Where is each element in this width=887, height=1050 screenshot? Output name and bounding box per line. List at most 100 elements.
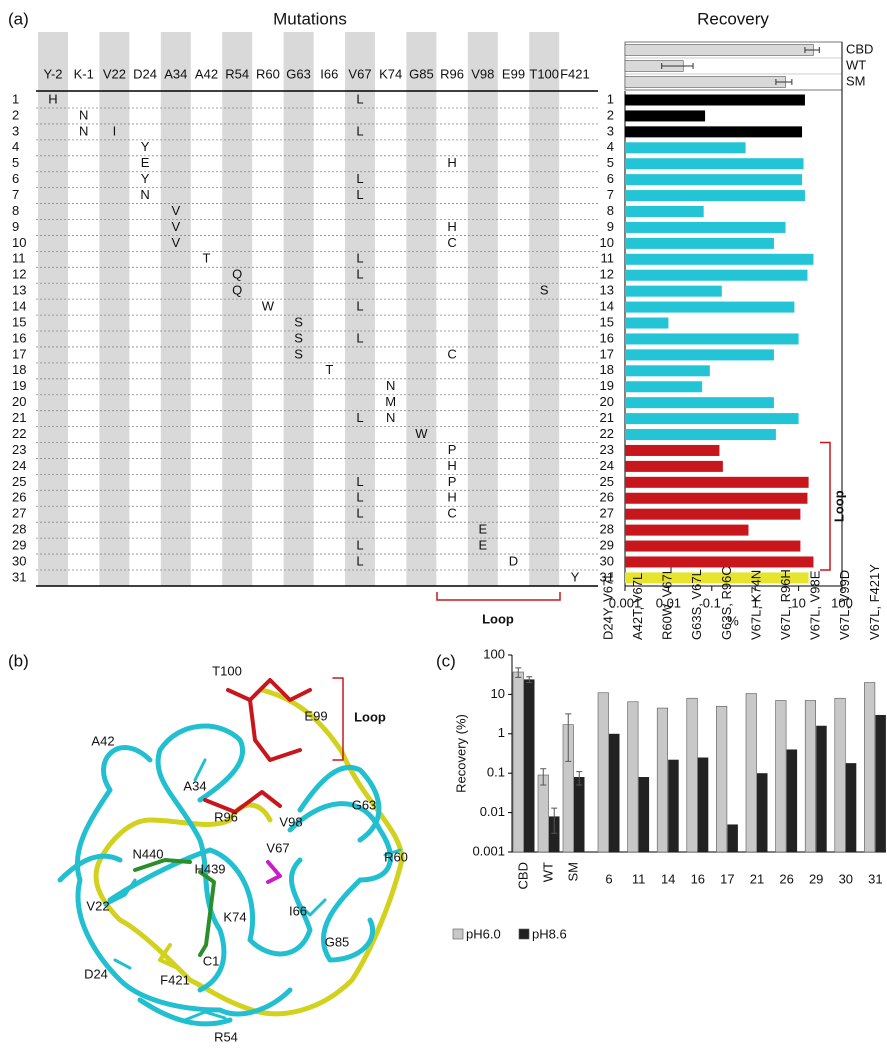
mutation: E xyxy=(141,155,150,170)
bar xyxy=(625,540,801,552)
category-label: 31 xyxy=(868,871,882,886)
category-label: 26 xyxy=(779,871,793,886)
category-label: 31 xyxy=(600,569,614,584)
mutation: S xyxy=(540,283,549,298)
category-label: SM xyxy=(846,73,866,88)
panel-label: (c) xyxy=(436,651,456,670)
row-label: 7 xyxy=(12,187,19,202)
mutation: N xyxy=(386,410,395,425)
panel-label: (b) xyxy=(8,651,29,670)
mutation: N xyxy=(79,123,88,138)
category-header: G63S, V67L xyxy=(689,569,704,640)
residue-label: A34 xyxy=(183,778,206,793)
column-shade xyxy=(222,32,253,586)
row-label: 26 xyxy=(12,490,26,505)
bar xyxy=(609,733,620,852)
category-label: 12 xyxy=(600,267,614,282)
residue-label: R60 xyxy=(384,849,408,864)
mutation: M xyxy=(385,394,396,409)
bar xyxy=(845,763,857,852)
mutation: P xyxy=(448,442,457,457)
residue-label: T100 xyxy=(212,663,242,678)
mutation: Y xyxy=(141,139,150,154)
bar xyxy=(864,682,876,853)
row-label: 28 xyxy=(12,522,26,537)
residue-label: R54 xyxy=(214,1029,238,1044)
category-header: V67L, R96H xyxy=(778,569,793,640)
column-header: F421 xyxy=(560,66,590,81)
mutation: N xyxy=(79,107,88,122)
category-label: 19 xyxy=(600,378,614,393)
bar xyxy=(512,671,524,853)
mutation: I xyxy=(113,123,117,138)
row-label: 6 xyxy=(12,171,19,186)
bar xyxy=(549,816,560,852)
bar xyxy=(745,693,757,853)
category-header: R60W, V67L xyxy=(660,567,675,640)
bar xyxy=(625,429,776,441)
chain-cyan xyxy=(155,723,246,993)
side-chains-cyan xyxy=(103,758,402,1022)
bar xyxy=(625,253,814,265)
mutation: E xyxy=(478,522,487,537)
column-shade xyxy=(467,32,498,586)
mutation: L xyxy=(356,171,363,186)
error-bar xyxy=(565,713,572,762)
category-label: 14 xyxy=(661,871,675,886)
bar xyxy=(537,774,549,853)
column-header: G85 xyxy=(409,66,434,81)
bar xyxy=(656,707,669,853)
category-header: D24Y, V67L xyxy=(600,572,615,640)
bar xyxy=(625,190,805,202)
bar xyxy=(625,206,704,218)
side-chains-green xyxy=(133,858,216,957)
category-label: 22 xyxy=(600,426,614,441)
bar xyxy=(625,174,803,186)
residue-label: N440 xyxy=(132,846,163,861)
mutation: L xyxy=(356,299,363,314)
bar xyxy=(624,44,814,56)
bar xyxy=(625,460,723,472)
category-label: 7 xyxy=(607,187,614,202)
bar xyxy=(668,759,679,852)
column-header: K74 xyxy=(379,66,402,81)
row-label: 2 xyxy=(12,107,19,122)
category-label: 11 xyxy=(632,871,646,886)
residue-label: V22 xyxy=(86,898,109,913)
column-header: A34 xyxy=(164,66,187,81)
column-header: K-1 xyxy=(74,66,94,81)
column-header: R60 xyxy=(256,66,280,81)
category-header: V67L, V99D xyxy=(837,570,852,640)
row-label: 22 xyxy=(12,426,26,441)
bar xyxy=(727,824,738,852)
bar xyxy=(625,556,814,568)
bar xyxy=(524,679,535,852)
row-label: 1 xyxy=(12,91,19,106)
mutation: Q xyxy=(232,283,242,298)
residue-label: D24 xyxy=(84,966,108,981)
category-label: 1 xyxy=(607,91,614,106)
bar xyxy=(625,158,804,170)
mutation: L xyxy=(356,537,363,552)
category-header: V67L, F421Y xyxy=(867,564,882,640)
bar xyxy=(625,476,809,488)
bar xyxy=(625,524,749,536)
bar xyxy=(625,94,805,106)
category-label: 23 xyxy=(600,442,614,457)
category-label: 17 xyxy=(720,871,734,886)
y-tick-label: 100 xyxy=(483,646,505,661)
mutation: V xyxy=(171,235,180,250)
column-header: V67 xyxy=(348,66,371,81)
mutation: C xyxy=(447,346,456,361)
bar xyxy=(625,285,722,297)
bar xyxy=(834,697,846,853)
column-header: V22 xyxy=(103,66,126,81)
column-header: T100 xyxy=(529,66,559,81)
y-tick-label: 0.1 xyxy=(487,765,505,780)
bar xyxy=(625,317,669,329)
residue-label: R96 xyxy=(214,809,238,824)
error-bar xyxy=(526,676,533,684)
row-label: 23 xyxy=(12,442,26,457)
category-label: 9 xyxy=(607,219,614,234)
row-label: 8 xyxy=(12,203,19,218)
